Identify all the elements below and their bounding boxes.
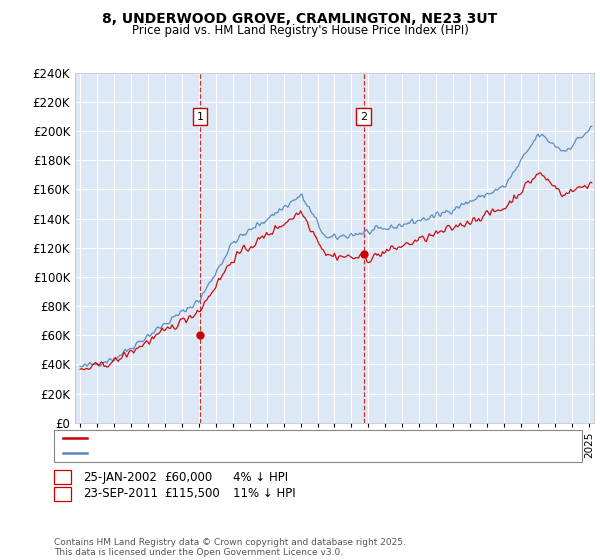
8, UNDERWOOD GROVE, CRAMLINGTON, NE23 3UT (semi-detached house) xyxy=(81,366,88,373)
8, UNDERWOOD GROVE, CRAMLINGTON, NE23 3UT (semi-detached house) xyxy=(127,347,134,354)
8, UNDERWOOD GROVE, CRAMLINGTON, NE23 3UT (semi-detached house) xyxy=(193,310,200,317)
Text: 1: 1 xyxy=(59,472,66,482)
Line: HPI: Average price, semi-detached house, Northumberland: HPI: Average price, semi-detached house,… xyxy=(80,127,592,367)
HPI: Average price, semi-detached house, Northumberland: (2e+03, 5.09e+04): Average price, semi-detached house, Nort… xyxy=(127,345,134,352)
8, UNDERWOOD GROVE, CRAMLINGTON, NE23 3UT (semi-detached house) xyxy=(294,211,301,218)
HPI: Average price, semi-detached house, Northumberland: (2.02e+03, 1.52e+05): Average price, semi-detached house, Nort… xyxy=(467,197,474,204)
Text: 2: 2 xyxy=(360,111,367,122)
8, UNDERWOOD GROVE, CRAMLINGTON, NE23 3UT (semi-detached house) xyxy=(467,221,474,228)
HPI: Average price, semi-detached house, Northumberland: (2.03e+03, 2.03e+05): Average price, semi-detached house, Nort… xyxy=(588,123,595,130)
Text: 1: 1 xyxy=(197,111,203,122)
Text: 8, UNDERWOOD GROVE, CRAMLINGTON, NE23 3UT: 8, UNDERWOOD GROVE, CRAMLINGTON, NE23 3U… xyxy=(103,12,497,26)
HPI: Average price, semi-detached house, Northumberland: (2e+03, 9.15e+04): Average price, semi-detached house, Nort… xyxy=(202,286,209,293)
HPI: Average price, semi-detached house, Northumberland: (2.01e+03, 1.55e+05): Average price, semi-detached house, Nort… xyxy=(294,194,301,200)
Text: £115,500: £115,500 xyxy=(164,487,220,501)
Text: £60,000: £60,000 xyxy=(164,470,212,484)
8, UNDERWOOD GROVE, CRAMLINGTON, NE23 3UT (semi-detached house) xyxy=(588,179,595,186)
HPI: Average price, semi-detached house, Northumberland: (2e+03, 3.84e+04): Average price, semi-detached house, Nort… xyxy=(78,363,85,370)
8, UNDERWOOD GROVE, CRAMLINGTON, NE23 3UT (semi-detached house) xyxy=(105,363,112,370)
HPI: Average price, semi-detached house, Northumberland: (2e+03, 4.29e+04): Average price, semi-detached house, Nort… xyxy=(105,357,112,363)
Text: 25-JAN-2002: 25-JAN-2002 xyxy=(83,470,157,484)
Text: 23-SEP-2011: 23-SEP-2011 xyxy=(83,487,158,501)
Text: 2: 2 xyxy=(59,489,66,499)
Text: Price paid vs. HM Land Registry's House Price Index (HPI): Price paid vs. HM Land Registry's House … xyxy=(131,24,469,36)
8, UNDERWOOD GROVE, CRAMLINGTON, NE23 3UT (semi-detached house) xyxy=(76,366,83,372)
Text: 4% ↓ HPI: 4% ↓ HPI xyxy=(233,470,288,484)
8, UNDERWOOD GROVE, CRAMLINGTON, NE23 3UT (semi-detached house) xyxy=(202,297,209,304)
8, UNDERWOOD GROVE, CRAMLINGTON, NE23 3UT (semi-detached house) xyxy=(536,170,543,176)
Text: 8, UNDERWOOD GROVE, CRAMLINGTON, NE23 3UT (semi-detached house): 8, UNDERWOOD GROVE, CRAMLINGTON, NE23 3U… xyxy=(92,433,481,443)
Text: HPI: Average price, semi-detached house, Northumberland: HPI: Average price, semi-detached house,… xyxy=(92,448,400,458)
HPI: Average price, semi-detached house, Northumberland: (2e+03, 3.87e+04): Average price, semi-detached house, Nort… xyxy=(76,363,83,370)
Line: 8, UNDERWOOD GROVE, CRAMLINGTON, NE23 3UT (semi-detached house): 8, UNDERWOOD GROVE, CRAMLINGTON, NE23 3U… xyxy=(80,173,592,370)
HPI: Average price, semi-detached house, Northumberland: (2e+03, 8.37e+04): Average price, semi-detached house, Nort… xyxy=(193,297,200,304)
Text: Contains HM Land Registry data © Crown copyright and database right 2025.
This d: Contains HM Land Registry data © Crown c… xyxy=(54,538,406,557)
Text: 11% ↓ HPI: 11% ↓ HPI xyxy=(233,487,295,501)
